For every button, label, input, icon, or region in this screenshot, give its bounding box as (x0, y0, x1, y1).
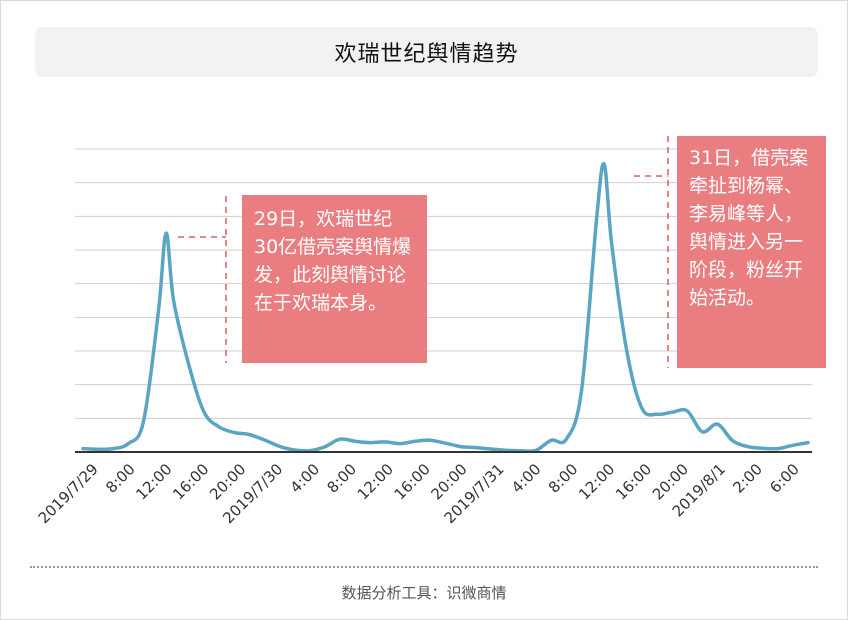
title-bar: 欢瑞世纪舆情趋势 (35, 27, 818, 77)
x-tick-label: 6:00 (766, 460, 803, 497)
x-tick-label: 16:00 (612, 460, 655, 503)
x-tick-label: 2:00 (729, 460, 766, 497)
annotation-box-1: 29日，欢瑞世纪30亿借壳案舆情爆发，此刻舆情讨论在于欢瑞本身。 (242, 195, 427, 363)
annotation-leaders (178, 136, 669, 368)
x-tick-label: 16:00 (391, 460, 434, 503)
x-tick-label: 4:00 (508, 460, 545, 497)
x-tick-label: 2019/7/29 (35, 460, 102, 527)
x-tick-label: 16:00 (169, 460, 212, 503)
chart-title: 欢瑞世纪舆情趋势 (334, 42, 519, 67)
annotation-text-2: 31日，借壳案牵扯到杨幂、李易峰等人，舆情进入另一阶段，粉丝开始活动。 (689, 147, 809, 309)
footer-source: 数据分析工具：识微商情 (341, 584, 507, 602)
x-tick-label: 4:00 (287, 460, 324, 497)
x-tick-label: 12:00 (575, 460, 618, 503)
annotation-text-1: 29日，欢瑞世纪30亿借壳案舆情爆发，此刻舆情讨论在于欢瑞本身。 (254, 208, 412, 314)
x-tick-label: 12:00 (354, 460, 397, 503)
footer-divider (30, 566, 818, 568)
annotation-box-2: 31日，借壳案牵扯到杨幂、李易峰等人，舆情进入另一阶段，粉丝开始活动。 (677, 136, 826, 368)
x-tick-label: 12:00 (132, 460, 175, 503)
series-line (81, 161, 810, 453)
